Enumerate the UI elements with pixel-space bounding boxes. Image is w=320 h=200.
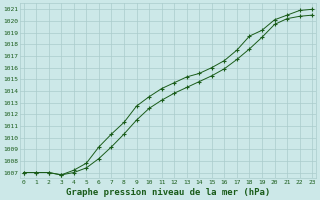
X-axis label: Graphe pression niveau de la mer (hPa): Graphe pression niveau de la mer (hPa)	[66, 188, 270, 197]
